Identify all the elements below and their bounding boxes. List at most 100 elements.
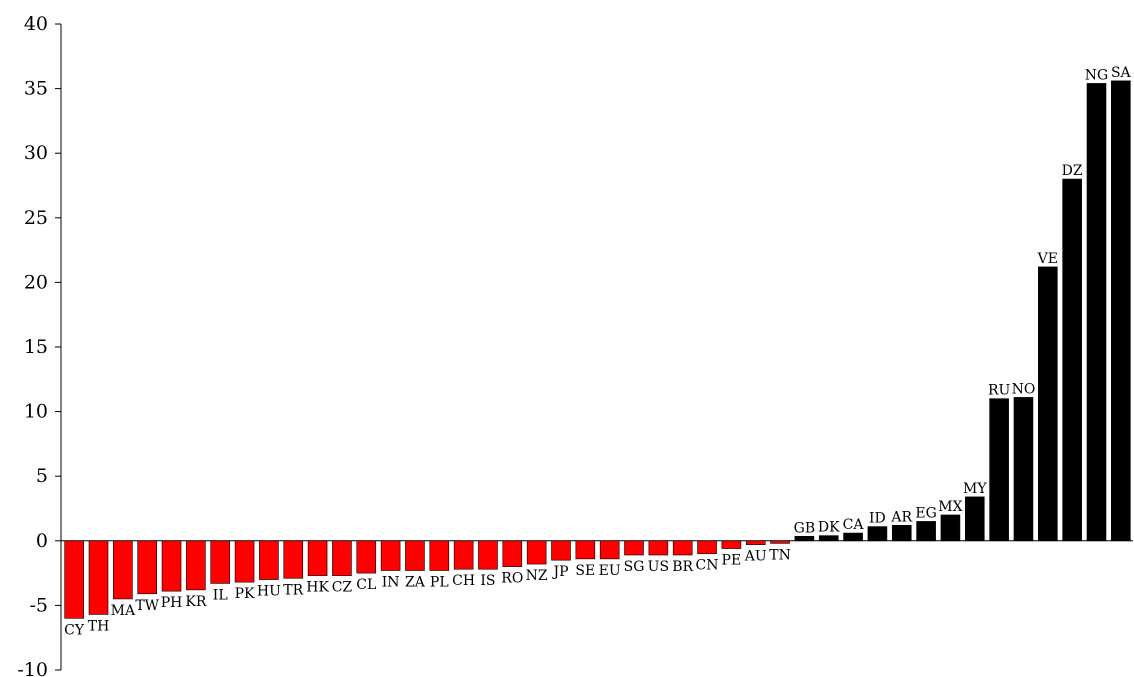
bar-label-tr: TR — [283, 582, 303, 598]
bar-label-in: IN — [382, 575, 400, 591]
bar-kr — [186, 540, 206, 591]
bar-hu — [259, 540, 279, 580]
bar-label-br: BR — [672, 559, 693, 575]
bar-sg — [624, 540, 644, 556]
y-tick-label: 10 — [24, 401, 48, 423]
bar-us — [648, 540, 669, 556]
bar-label-hk: HK — [306, 580, 329, 596]
bar-dz — [1062, 178, 1082, 542]
bar-cz — [332, 540, 352, 576]
bar-label-cy: CY — [64, 622, 85, 638]
bar-nz — [526, 540, 547, 565]
bar-label-th: TH — [88, 618, 110, 634]
bar-tr — [283, 540, 304, 579]
bar-gb — [794, 535, 815, 542]
bar-label-id: ID — [869, 511, 886, 527]
bar-pl — [429, 540, 450, 571]
bar-sa — [1111, 80, 1131, 542]
y-tick-label: 15 — [24, 336, 48, 358]
bar-label-se: SE — [575, 563, 595, 579]
bar-label-my: MY — [963, 481, 987, 497]
bar-ca — [843, 532, 863, 542]
bar-label-us: US — [648, 559, 669, 575]
bar-ma — [113, 540, 133, 600]
bar-label-no: NO — [1012, 381, 1036, 397]
y-tick-label: 40 — [24, 13, 48, 35]
bar-cn — [697, 540, 717, 555]
bar-ru — [989, 398, 1009, 542]
bar-label-mx: MX — [938, 499, 962, 515]
bar-label-ro: RO — [501, 571, 523, 587]
bar-ng — [1086, 83, 1107, 542]
bar-no — [1013, 397, 1034, 542]
bar-label-ma: MA — [111, 603, 136, 619]
bar-mx — [940, 514, 961, 542]
bar-eg — [916, 521, 936, 542]
bar-au — [745, 540, 766, 545]
y-tick-label: 35 — [24, 78, 48, 100]
bar-label-eu: EU — [599, 563, 621, 579]
y-tick-label: -5 — [29, 594, 48, 616]
bar-ve — [1038, 266, 1058, 542]
bar-label-cn: CN — [696, 558, 719, 574]
bar-id — [867, 526, 888, 542]
bar-dk — [818, 535, 839, 542]
bar-label-nz: NZ — [526, 568, 548, 584]
bar-label-ru: RU — [988, 383, 1011, 399]
bar-label-cz: CZ — [332, 580, 353, 596]
bar-in — [380, 540, 401, 571]
bars-group — [64, 80, 1131, 619]
bar-label-is: IS — [480, 573, 495, 589]
bar-label-pl: PL — [430, 575, 449, 591]
bar-jp — [551, 540, 571, 561]
bar-label-ph: PH — [161, 595, 183, 611]
bar-label-tn: TN — [769, 547, 791, 563]
bar-ch — [453, 540, 474, 570]
bar-label-ca: CA — [843, 517, 865, 533]
y-tick-label: 5 — [36, 465, 48, 487]
y-tick-label: 0 — [36, 530, 48, 552]
bar-label-il: IL — [213, 587, 228, 603]
bar-cl — [356, 540, 377, 574]
bar-th — [88, 540, 109, 615]
bar-my — [964, 496, 985, 542]
bar-label-pe: PE — [722, 553, 742, 569]
bar-label-ng: NG — [1085, 67, 1108, 83]
bar-hk — [307, 540, 328, 576]
bar-label-dk: DK — [818, 520, 840, 536]
bar-label-ve: VE — [1037, 251, 1058, 267]
bar-br — [672, 540, 693, 556]
bar-pe — [721, 540, 742, 549]
bar-tn — [770, 540, 790, 544]
bar-il — [210, 540, 231, 584]
bar-label-za: ZA — [405, 575, 426, 591]
y-tick-label: 25 — [24, 207, 48, 229]
y-tick-label: -10 — [17, 659, 48, 677]
bar-label-tw: TW — [135, 598, 159, 614]
y-tick-label: 30 — [24, 142, 48, 164]
bar-ro — [502, 540, 523, 567]
bar-label-au: AU — [744, 549, 767, 565]
bar-label-pk: PK — [235, 586, 255, 602]
bar-label-hu: HU — [257, 584, 281, 600]
bar-label-gb: GB — [794, 520, 815, 536]
bar-label-sg: SG — [624, 559, 645, 575]
bar-label-eg: EG — [915, 505, 936, 521]
bar-label-kr: KR — [185, 594, 206, 610]
bar-label-ar: AR — [890, 509, 912, 525]
y-tick-label: 20 — [24, 271, 48, 293]
bar-label-ch: CH — [452, 573, 475, 589]
bar-is — [478, 540, 498, 570]
bar-pk — [234, 540, 255, 583]
bar-label-sa: SA — [1111, 65, 1132, 81]
bar-za — [405, 540, 425, 571]
bar-label-cl: CL — [356, 577, 376, 593]
bar-label-jp: JP — [551, 564, 568, 580]
bar-se — [575, 540, 596, 560]
bar-cy — [64, 540, 84, 619]
bar-tw — [137, 540, 157, 595]
bar-eu — [599, 540, 620, 560]
bar-label-dz: DZ — [1062, 163, 1083, 179]
